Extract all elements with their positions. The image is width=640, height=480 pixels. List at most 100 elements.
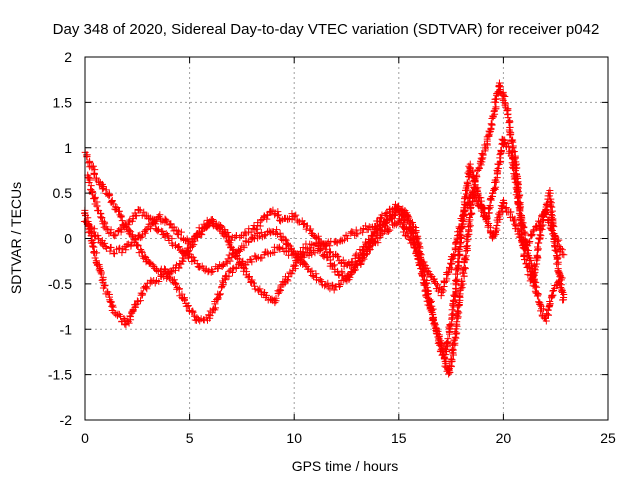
data-point <box>437 292 445 300</box>
data-point <box>137 245 145 253</box>
data-point <box>399 211 407 219</box>
data-point <box>392 207 400 215</box>
data-point <box>446 321 454 329</box>
data-point <box>536 218 544 226</box>
data-point <box>101 282 109 290</box>
data-point <box>261 289 269 297</box>
data-point <box>271 248 279 256</box>
data-point <box>423 264 431 272</box>
data-point <box>218 282 226 290</box>
data-point <box>537 232 545 240</box>
series-track-4 <box>80 206 422 270</box>
data-point <box>489 189 497 197</box>
data-point <box>90 170 98 178</box>
x-tick-label: 0 <box>81 430 89 446</box>
data-point <box>533 292 541 300</box>
data-point <box>528 231 536 239</box>
data-point <box>431 278 439 286</box>
data-point <box>111 203 119 211</box>
data-point <box>488 120 496 128</box>
data-point <box>179 295 187 303</box>
data-point <box>354 230 362 238</box>
data-point <box>550 232 558 240</box>
data-point <box>497 157 505 165</box>
data-point <box>497 146 505 154</box>
y-tick-label: 2 <box>64 49 72 65</box>
data-point <box>138 291 146 299</box>
data-point <box>344 234 352 242</box>
data-point <box>147 225 155 233</box>
data-point <box>487 120 495 128</box>
data-point <box>529 273 537 281</box>
data-point <box>526 237 534 245</box>
data-point <box>122 246 130 254</box>
data-point <box>443 338 451 346</box>
data-point <box>384 227 392 235</box>
data-point <box>479 205 487 213</box>
data-point <box>106 297 114 305</box>
data-point <box>214 294 222 302</box>
data-point <box>508 137 516 145</box>
data-point <box>276 287 284 295</box>
data-point <box>542 209 550 217</box>
data-point <box>505 143 513 151</box>
data-point <box>257 228 265 236</box>
data-point <box>215 224 223 232</box>
data-point <box>308 271 316 279</box>
data-point <box>459 212 467 220</box>
data-point <box>529 227 537 235</box>
data-point <box>318 277 326 285</box>
data-point <box>543 210 551 218</box>
data-point <box>334 253 342 261</box>
data-point <box>267 208 275 216</box>
x-tick-label: 15 <box>391 430 407 446</box>
data-point <box>284 273 292 281</box>
data-point <box>555 242 563 250</box>
data-point <box>460 272 468 280</box>
data-points <box>80 79 568 378</box>
data-point <box>537 225 545 233</box>
data-point <box>307 225 315 233</box>
data-point <box>557 244 565 252</box>
data-point <box>175 264 183 272</box>
data-point <box>554 241 562 249</box>
series-track-2 <box>81 135 566 361</box>
data-point <box>450 250 458 258</box>
data-point <box>288 270 296 278</box>
data-point <box>156 211 164 219</box>
data-point <box>382 209 390 217</box>
data-point <box>98 185 106 193</box>
data-point <box>276 229 284 237</box>
data-point <box>306 268 314 276</box>
data-point <box>155 277 163 285</box>
data-point <box>91 233 99 241</box>
data-point <box>531 282 539 290</box>
data-point <box>501 92 509 100</box>
data-point <box>94 232 102 240</box>
data-point <box>449 310 457 318</box>
data-point <box>520 244 528 252</box>
data-point <box>116 244 124 252</box>
data-point <box>251 252 259 260</box>
data-point <box>472 192 480 200</box>
data-point <box>138 249 146 257</box>
data-point <box>189 253 197 261</box>
data-point <box>452 240 460 248</box>
data-point <box>291 212 299 220</box>
data-point <box>276 245 284 253</box>
data-point <box>113 312 121 320</box>
data-point <box>366 246 374 254</box>
data-point <box>247 228 255 236</box>
data-point <box>229 269 237 277</box>
data-point <box>216 290 224 298</box>
data-point <box>180 295 188 303</box>
data-point <box>448 259 456 267</box>
data-point <box>287 246 295 254</box>
data-point <box>83 153 91 161</box>
data-point <box>109 303 117 311</box>
data-point <box>532 263 540 271</box>
data-point <box>466 211 474 219</box>
data-point <box>143 285 151 293</box>
data-point <box>452 277 460 285</box>
data-point <box>453 270 461 278</box>
